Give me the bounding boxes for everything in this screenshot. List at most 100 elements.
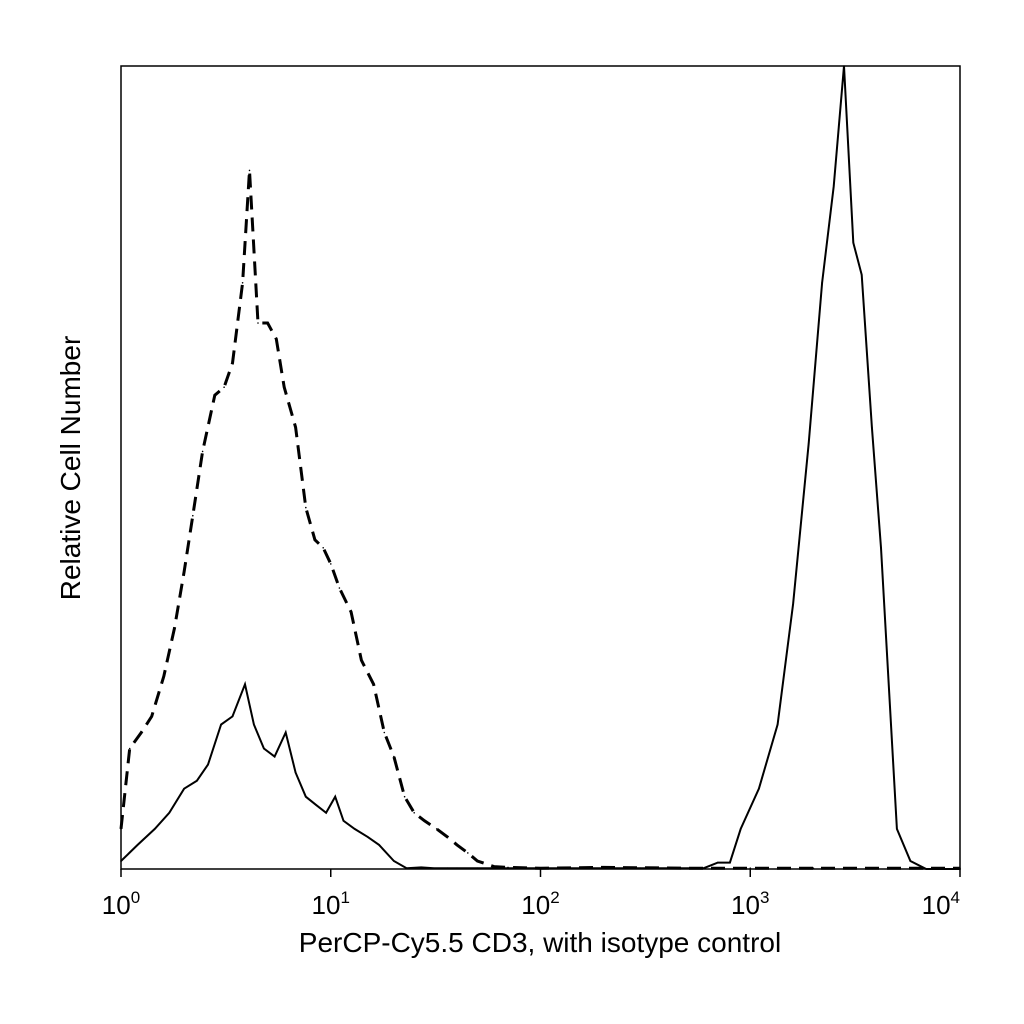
solid-series-point	[880, 547, 882, 549]
dashed-series-point	[435, 828, 438, 830]
solid-series-point	[776, 723, 779, 726]
solid-series-point	[284, 731, 287, 734]
y-axis-label: Relative Cell Number	[55, 336, 86, 601]
solid-series-point	[433, 867, 435, 869]
x-tick-base: 10	[731, 890, 760, 920]
x-axis-label: PerCP-Cy5.5 CD3, with isotype control	[299, 927, 781, 958]
dashed-series-point	[749, 867, 752, 869]
dashed-series-point	[314, 539, 316, 541]
solid-series-point	[852, 241, 855, 244]
solid-series-point	[860, 274, 863, 276]
x-tick-label: 101	[312, 888, 350, 920]
dashed-series-point	[120, 828, 122, 830]
dashed-series-point	[163, 675, 165, 678]
dashed-series-point	[183, 571, 185, 573]
solid-series-point	[366, 836, 369, 838]
solid-series-point	[273, 755, 276, 758]
x-tick-exponent: 4	[951, 888, 960, 907]
dashed-series-point	[875, 867, 878, 869]
solid-series-point	[639, 867, 642, 869]
solid-series-point	[342, 820, 345, 822]
dashed-series-point	[467, 852, 469, 854]
x-tick-base: 10	[102, 890, 131, 920]
solid-series	[120, 65, 961, 870]
dashed-series-point	[128, 747, 131, 750]
dashed-series-point	[223, 386, 225, 389]
solid-series-point	[183, 787, 185, 790]
dashed-series-point	[383, 731, 386, 734]
dashed-series-point	[493, 865, 495, 868]
solid-series-point	[821, 282, 823, 284]
solid-series-point	[539, 867, 542, 869]
dashed-series-point	[294, 426, 297, 429]
solid-series-point	[353, 828, 356, 830]
x-tick-exponent: 0	[131, 888, 140, 907]
solid-series-point	[378, 844, 380, 846]
solid-series-point	[220, 723, 222, 726]
dashed-series-point	[476, 860, 479, 862]
solid-series-point	[792, 603, 794, 605]
solid-series-point	[393, 860, 395, 862]
dashed-series-point	[372, 683, 375, 686]
dashed-series-point	[201, 450, 204, 453]
solid-series-point	[244, 683, 246, 686]
x-tick-layer: 100 101 102 103 104	[102, 869, 961, 920]
dashed-series-point	[403, 795, 406, 798]
solid-series-point	[305, 795, 307, 798]
solid-series-point	[729, 861, 731, 864]
solid-series-point	[758, 787, 760, 790]
dashed-series-point	[257, 322, 259, 324]
solid-series-point	[843, 65, 845, 67]
solid-series-point	[154, 828, 156, 830]
solid-series-point	[253, 723, 255, 726]
solid-series-point	[325, 812, 327, 814]
solid-series-point	[476, 867, 479, 869]
dashed-series-point	[231, 362, 234, 364]
solid-series-point	[807, 442, 810, 445]
series-layer	[119, 65, 961, 870]
dashed-series-point	[338, 587, 341, 589]
solid-series-point	[196, 779, 198, 782]
x-tick-base: 10	[521, 890, 550, 920]
dashed-series-point	[248, 169, 251, 172]
solid-series-point	[896, 828, 898, 830]
dashed-series-point	[360, 659, 363, 661]
dashed-series-point	[150, 715, 153, 718]
dashed-series-point	[446, 836, 449, 838]
solid-series-point	[294, 771, 297, 774]
dashed-series-point	[266, 322, 269, 324]
solid-series-point	[420, 866, 423, 869]
dashed-series-point	[413, 812, 416, 814]
dashed-series-point	[275, 338, 278, 340]
solid-series-point	[456, 867, 458, 869]
x-tick-base: 10	[922, 890, 951, 920]
x-tick-label: 104	[922, 888, 960, 920]
solid-series-point	[739, 828, 742, 830]
solid-series-point	[263, 747, 265, 750]
x-tick-exponent: 3	[760, 888, 769, 907]
solid-series-point	[446, 867, 449, 869]
solid-series-point	[909, 860, 912, 862]
solid-series-point	[231, 715, 234, 718]
solid-series-point	[717, 861, 719, 864]
dashed-series-point	[423, 820, 426, 822]
solid-series-point	[405, 867, 408, 869]
dashed-series-point	[322, 547, 325, 549]
solid-series-point	[925, 868, 927, 870]
dashed-series-point	[456, 844, 458, 846]
dashed-series-point	[812, 867, 815, 869]
x-tick-label: 103	[731, 888, 769, 920]
dashed-series-point	[283, 386, 286, 389]
dashed-series-point	[350, 611, 352, 613]
dashed-series-point	[393, 755, 395, 758]
solid-series-point	[136, 844, 139, 846]
dashed-series-point	[214, 394, 216, 397]
solid-series-point	[120, 860, 122, 862]
solid-series-point	[207, 763, 209, 766]
x-tick-label: 100	[102, 888, 140, 920]
solid-series-point	[168, 812, 171, 814]
dashed-series-point	[192, 514, 194, 517]
solid-series-point	[315, 804, 317, 806]
dashed-series-point	[305, 506, 307, 509]
